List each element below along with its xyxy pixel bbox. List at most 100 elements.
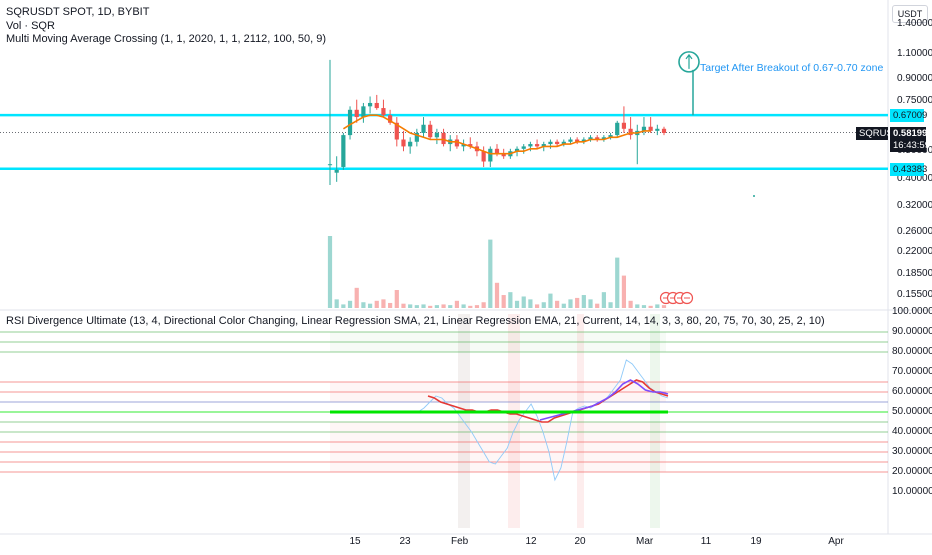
- candle-body: [575, 139, 580, 142]
- volume-bar: [608, 302, 613, 308]
- time-tick-label: Feb: [451, 536, 469, 547]
- target-circle: [678, 51, 700, 73]
- rsi-tick-label: 40.00000: [892, 426, 932, 437]
- mma-indicator-title[interactable]: Multi Moving Average Crossing (1, 1, 202…: [6, 33, 327, 45]
- candle-body: [548, 141, 553, 145]
- volume-bar: [408, 304, 413, 308]
- volume-bar: [615, 257, 620, 308]
- volume-bar: [635, 304, 640, 308]
- volume-bar: [327, 236, 333, 308]
- price-tick-label: 1.40000: [897, 18, 932, 30]
- candle-body: [334, 169, 339, 173]
- price-tag-zone: 0.43383: [890, 162, 927, 176]
- volume-bar: [655, 304, 660, 308]
- volume-bar: [461, 304, 466, 308]
- candle-body: [434, 132, 439, 138]
- rsi-highlight-column: [577, 314, 584, 528]
- volume-bar: [347, 300, 353, 308]
- rsi-series-line: [539, 379, 669, 421]
- volume-bar: [401, 303, 406, 308]
- candle-body: [361, 106, 366, 118]
- volume-bar: [394, 290, 399, 308]
- time-tick-label: 12: [525, 536, 537, 547]
- rsi-tick-label: 20.00000: [892, 466, 932, 477]
- candle-body: [521, 146, 526, 149]
- candle-body: [408, 141, 413, 147]
- price-tick-label: 0.15500: [897, 289, 932, 301]
- time-tick-label: Apr: [828, 536, 844, 547]
- rsi-tick-label: 10.00000: [892, 486, 932, 497]
- volume-bar: [661, 305, 667, 308]
- volume-bar: [621, 275, 627, 308]
- symbol-title: SQRUSDT SPOT, 1D, BYBIT: [6, 6, 150, 18]
- rsi-indicator-title[interactable]: RSI Divergence Ultimate (13, 4, Directio…: [6, 315, 825, 327]
- volume-bar: [555, 300, 560, 308]
- target-annotation[interactable]: Target After Breakout of 0.67-0.70 zone: [700, 62, 884, 74]
- time-tick-label: 20: [574, 536, 586, 547]
- candle-body: [641, 126, 647, 131]
- time-tick-label: 23: [399, 536, 411, 547]
- volume-bar: [434, 305, 439, 308]
- candle-body: [454, 139, 460, 147]
- volume-bar: [508, 292, 513, 308]
- candle-body: [381, 108, 386, 116]
- volume-bar: [474, 305, 480, 308]
- candle-body: [595, 137, 600, 140]
- price-tag-zone: 0.67009: [890, 109, 927, 123]
- volume-bar: [367, 303, 373, 308]
- rsi-highlight-column: [650, 314, 660, 528]
- volume-bar: [421, 304, 426, 308]
- candle-body: [555, 141, 560, 145]
- candle-body: [421, 124, 426, 133]
- volume-bar: [595, 303, 600, 308]
- volume-bar: [514, 300, 520, 308]
- rsi-tick-label: 70.00000: [892, 366, 932, 377]
- volume-bar: [448, 305, 453, 308]
- rsi-highlight-column: [458, 314, 470, 528]
- candle-body: [528, 144, 533, 147]
- rsi-series-line: [427, 379, 669, 423]
- volume-bar: [494, 282, 500, 308]
- volume-bar: [641, 305, 647, 308]
- candle-body: [488, 148, 493, 162]
- candle-body: [441, 132, 446, 145]
- volume-bar: [388, 302, 393, 308]
- volume-bar: [581, 295, 586, 308]
- rsi-lower-band: [330, 422, 666, 472]
- volume-bar: [648, 305, 653, 308]
- candle-body: [461, 144, 466, 147]
- price-tick-label: 0.75000: [897, 95, 932, 107]
- volume-bar: [568, 299, 573, 308]
- volume-bar: [334, 299, 339, 308]
- candle-body: [347, 109, 353, 136]
- candle-body: [615, 122, 620, 136]
- candle-body: [494, 148, 500, 154]
- volume-bar: [341, 304, 346, 308]
- candle-body: [514, 148, 520, 152]
- currency-button[interactable]: USDT: [892, 5, 928, 23]
- price-tag-countdown: 16:43:59: [890, 138, 930, 152]
- rsi-tick-label: 90.00000: [892, 326, 932, 337]
- time-tick-label: 15: [349, 536, 361, 547]
- volume-bar: [468, 305, 473, 308]
- candle-body: [367, 102, 373, 107]
- candle-body: [401, 139, 406, 147]
- time-tick-label: 11: [700, 536, 712, 547]
- candle-body: [327, 164, 333, 166]
- candle-body: [501, 153, 506, 157]
- volume-bar: [528, 299, 533, 308]
- volume-bar: [441, 304, 446, 308]
- volume-bar: [548, 293, 553, 308]
- candle-body: [541, 144, 546, 147]
- candle-body: [414, 132, 419, 142]
- rsi-tick-label: 30.00000: [892, 446, 932, 457]
- candle-body: [374, 102, 379, 109]
- volume-bar: [381, 299, 386, 308]
- candle-body: [648, 126, 653, 131]
- price-tick-label: 0.90000: [897, 72, 932, 84]
- volume-indicator-title[interactable]: Vol · SQR: [6, 20, 55, 32]
- volume-bar: [561, 303, 566, 308]
- volume-bar: [601, 292, 606, 308]
